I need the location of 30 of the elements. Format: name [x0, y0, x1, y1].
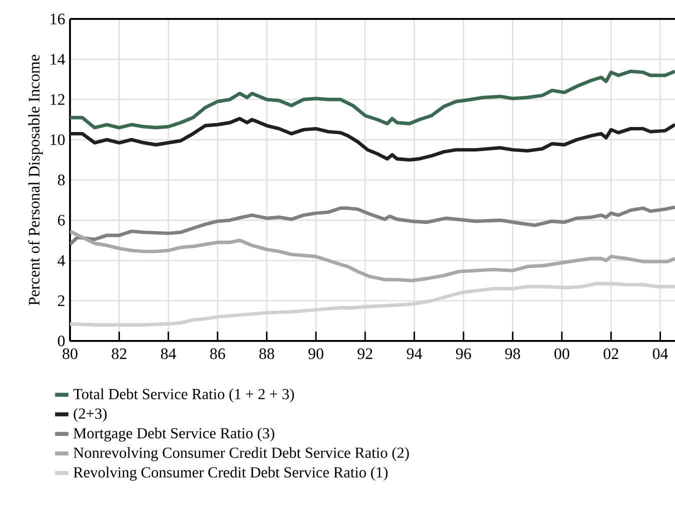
line-series: [70, 70, 675, 130]
y-tick-label: 6: [58, 214, 65, 226]
x-tick-label: 04: [652, 348, 668, 360]
x-tick-label: 96: [456, 348, 472, 360]
x-tick-label: 02: [604, 348, 618, 360]
y-tick-label: 16: [50, 14, 65, 24]
x-tick-label: 98: [505, 348, 520, 360]
y-tick-label: 4: [58, 255, 66, 266]
x-tick-label: 88: [259, 348, 274, 360]
y-axis-title: Percent of Personal Disposable Income: [28, 54, 43, 306]
legend-label: (2+3): [74, 408, 107, 422]
y-tick-label: 8: [58, 174, 65, 186]
y-tick-label: 12: [50, 94, 64, 105]
x-tick-label: 80: [62, 348, 78, 360]
line-series: [70, 205, 675, 246]
x-tick-label: 92: [358, 348, 372, 360]
y-tick-label: 14: [50, 54, 66, 65]
y-tick-label: 2: [58, 295, 64, 306]
legend-label: Revolving Consumer Credit Debt Service Ratio (1): [74, 466, 388, 481]
x-tick-label: 84: [160, 348, 176, 360]
x-tick-label: 82: [112, 348, 126, 360]
legend-label: Nonrevolving Consumer Credit Debt Service Ratio (2): [74, 447, 409, 462]
legend-label: Total Debt Service Ratio (1 + 2 + 3): [73, 388, 294, 402]
x-tick-label: 94: [406, 348, 422, 360]
x-tick-label: 86: [210, 348, 226, 360]
x-tick-label: 00: [554, 348, 570, 360]
y-tick-label: 10: [50, 134, 65, 146]
y-tick-label: 0: [58, 336, 65, 346]
legend-label: Mortgage Debt Service Ratio (3): [74, 428, 274, 442]
x-tick-label: 90: [308, 348, 324, 360]
